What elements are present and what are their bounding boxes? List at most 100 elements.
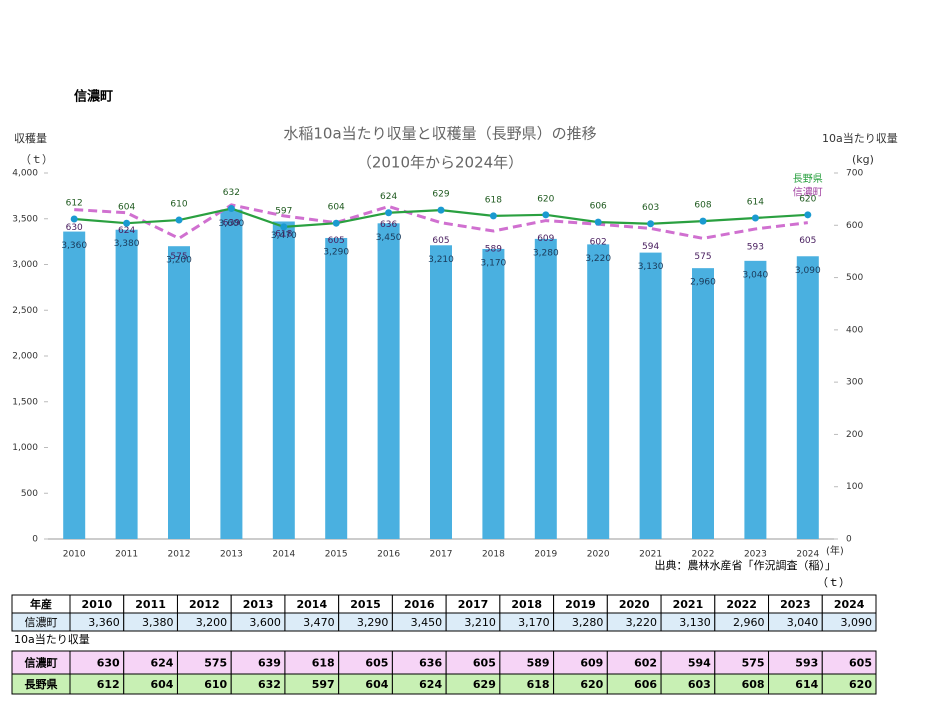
y-tick-label: 3,500 — [12, 214, 38, 224]
table-value: 630 — [97, 657, 120, 670]
point — [751, 214, 759, 222]
table-cell — [821, 673, 877, 695]
point-label: 620 — [799, 194, 816, 204]
table-year: 2019 — [565, 598, 596, 611]
y2-tick-label: 700 — [846, 169, 863, 179]
y2-unit: (kg) — [852, 153, 874, 166]
bar-label: 3,450 — [376, 233, 402, 243]
table-year: 2016 — [404, 598, 435, 611]
bar-label: 3,220 — [585, 254, 611, 264]
table-value: 593 — [795, 657, 818, 670]
table-value: 636 — [419, 657, 442, 670]
table-value: 575 — [742, 657, 765, 670]
table-year: 2017 — [458, 598, 489, 611]
point-label: 624 — [118, 226, 135, 236]
table-year: 2013 — [243, 598, 274, 611]
table-value: 3,380 — [142, 616, 174, 629]
bar — [692, 268, 714, 539]
chart-subtitle: （2010年から2024年） — [357, 154, 523, 172]
point-label: 597 — [275, 206, 292, 216]
point — [489, 212, 497, 220]
x-tick-label: 2016 — [377, 550, 400, 560]
point-label: 609 — [537, 234, 554, 244]
table-value: 614 — [795, 678, 818, 691]
point — [594, 218, 602, 226]
table-value: 624 — [419, 678, 442, 691]
table-value: 632 — [258, 678, 281, 691]
x-tick-label: 2013 — [220, 550, 243, 560]
point-label: 606 — [590, 202, 607, 212]
bar-label: 3,040 — [743, 270, 769, 280]
table-value: 3,130 — [679, 616, 711, 629]
bar-label: 3,090 — [795, 266, 821, 276]
y2-tick-label: 0 — [846, 535, 852, 545]
point-label: 632 — [223, 188, 240, 198]
heading: 信濃町 — [74, 89, 113, 105]
chart-title: 水稲10a当たり収量と収穫量（長野県）の推移 — [283, 125, 596, 143]
table-year: 2018 — [511, 598, 542, 611]
table-value: 604 — [365, 678, 388, 691]
x-tick-label: 2011 — [115, 550, 138, 560]
y2-tick-label: 100 — [846, 482, 863, 492]
table-value: 589 — [527, 657, 550, 670]
table-value: 624 — [150, 657, 173, 670]
line — [74, 203, 808, 241]
y-tick-label: 4,000 — [12, 169, 38, 179]
table-value: 3,040 — [787, 616, 819, 629]
table-value: 609 — [580, 657, 603, 670]
x-tick-label: 2019 — [534, 550, 557, 560]
bar — [168, 246, 190, 539]
bar-label: 3,130 — [638, 262, 664, 272]
table-value: 3,450 — [411, 616, 443, 629]
bar-label: 3,170 — [481, 258, 507, 268]
bar-label: 3,200 — [166, 256, 192, 266]
point-label: 614 — [747, 197, 764, 207]
y2-tick-label: 400 — [846, 325, 863, 335]
point-label: 618 — [275, 229, 292, 239]
y-label: 収穫量 — [14, 132, 47, 145]
table-value: 3,090 — [841, 616, 873, 629]
table-value: 3,170 — [518, 616, 550, 629]
x-tick-label: 2018 — [482, 550, 505, 560]
table-value: 2,960 — [733, 616, 765, 629]
point — [699, 217, 707, 225]
point-label: 604 — [118, 203, 135, 213]
bar-label: 3,380 — [114, 239, 140, 249]
bar — [744, 260, 767, 539]
bar — [639, 252, 662, 540]
table-cell — [821, 612, 877, 632]
point-label: 604 — [328, 203, 345, 213]
point-label: 612 — [66, 199, 83, 209]
point-label: 605 — [432, 236, 449, 246]
x-tick-label: 2012 — [168, 550, 191, 560]
table-value: 629 — [473, 678, 496, 691]
table-year: 2010 — [82, 598, 113, 611]
point-label: 608 — [694, 201, 711, 211]
table-value: 618 — [527, 678, 550, 691]
table-value: 608 — [742, 678, 765, 691]
table-value: 3,600 — [249, 616, 281, 629]
bar — [63, 231, 86, 539]
source: 出典：農林水産省「作況調査（稲）」 — [655, 558, 837, 572]
bar — [115, 229, 138, 540]
series-label: 長野県 — [793, 173, 823, 185]
table-value: 594 — [688, 657, 711, 670]
table-year: 2014 — [296, 598, 327, 611]
point-label: 594 — [642, 242, 659, 252]
table-value: 606 — [634, 678, 657, 691]
x-tick-label: 2022 — [692, 550, 715, 560]
table-value: 3,280 — [572, 616, 604, 629]
point-label: 605 — [799, 236, 816, 246]
point-label: 575 — [170, 252, 187, 262]
point — [280, 223, 288, 231]
bar — [534, 238, 557, 539]
bar-label: 2,960 — [690, 278, 716, 288]
table-year: 2023 — [780, 598, 811, 611]
table-value: 3,290 — [357, 616, 389, 629]
point — [332, 219, 340, 227]
table-year: 2011 — [135, 598, 166, 611]
point-label: 589 — [485, 245, 502, 255]
bar — [430, 245, 452, 539]
table-value: 620 — [849, 678, 872, 691]
